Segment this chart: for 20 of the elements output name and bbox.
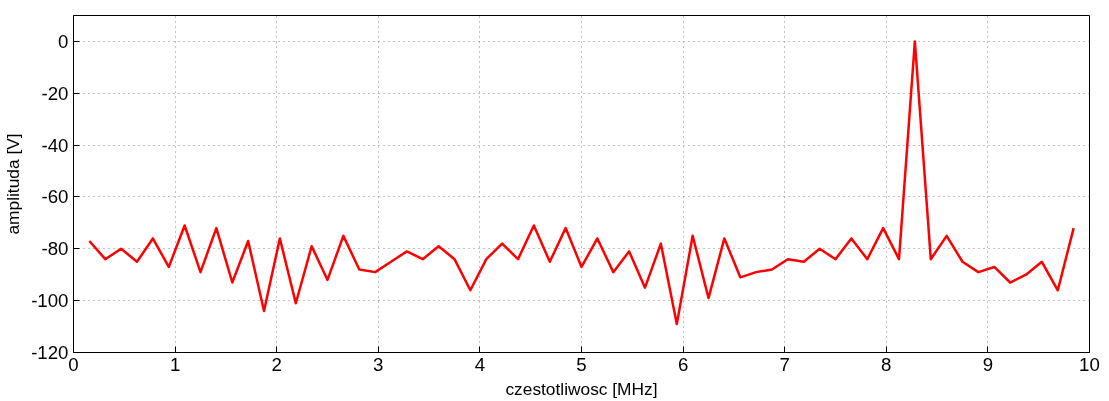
y-tick-label: -20 (41, 82, 69, 104)
y-tick-label: -100 (31, 290, 69, 312)
x-tick-label: 8 (881, 353, 892, 375)
x-tick-label: 10 (1079, 353, 1100, 375)
y-tick-label: 0 (58, 30, 69, 52)
y-tick-label: -80 (41, 238, 69, 260)
x-tick-label: 6 (677, 353, 689, 375)
y-tick-label: -60 (41, 186, 69, 208)
x-tick-label: 7 (779, 353, 790, 375)
x-tick-label: 1 (169, 353, 181, 375)
x-tick-label: 3 (373, 353, 384, 375)
x-tick-label: 9 (982, 353, 994, 375)
y-axis-title: amplituda [V] (3, 133, 24, 235)
x-tick-label: 5 (576, 353, 587, 375)
x-tick-label: 4 (474, 353, 486, 375)
x-axis-title: czestotliwosc [MHz] (505, 378, 658, 399)
x-tick-label: 2 (271, 353, 282, 375)
y-tick-label: -40 (41, 134, 69, 156)
y-tick-label: -120 (31, 342, 69, 363)
line-series (88, 40, 1075, 326)
